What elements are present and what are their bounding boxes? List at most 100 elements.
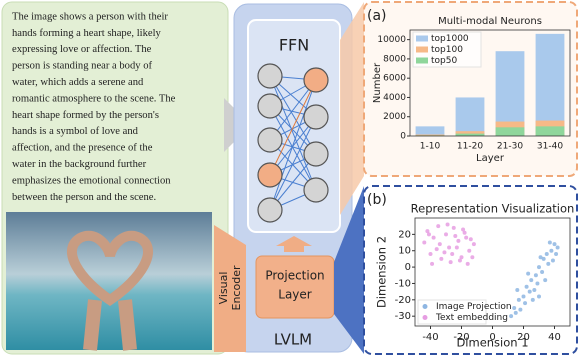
connector-b (334, 186, 364, 354)
y-tick-label: 8000 (383, 54, 406, 64)
point (541, 256, 546, 261)
description-line: affection, and the presence of the (12, 143, 153, 154)
point (509, 314, 514, 319)
heart-hands (67, 230, 153, 307)
y-tick-label: 10000 (377, 35, 406, 45)
point (431, 235, 436, 240)
point (535, 281, 540, 286)
neuron (257, 93, 283, 119)
point (538, 255, 543, 260)
ffn-label: FFN (279, 36, 309, 55)
point (426, 232, 431, 237)
x-tick-label: -20 (453, 332, 469, 343)
arms (83, 299, 137, 351)
point (448, 260, 453, 265)
legend-label: top50 (431, 56, 457, 66)
x-tick-label: 20 (517, 332, 530, 343)
point (543, 278, 548, 283)
neuron (257, 127, 283, 153)
network (257, 63, 329, 223)
panel-label: (b) (367, 192, 387, 208)
point (464, 235, 469, 240)
y-tick-label: 4000 (383, 93, 406, 103)
description-line: The image shows a person with their (12, 11, 168, 22)
point (529, 278, 534, 283)
neuron (303, 177, 329, 203)
point (512, 306, 517, 310)
point (552, 242, 557, 247)
edge (269, 105, 317, 191)
description-line: expressing love or affection. The (12, 44, 152, 55)
y-tick-label: 2000 (383, 112, 406, 122)
photo (6, 212, 212, 350)
panel-label: (a) (367, 8, 387, 24)
point (439, 256, 444, 261)
legend-swatch (416, 57, 428, 64)
neuron (303, 104, 329, 130)
bar (455, 97, 485, 136)
description-line: romantic atmosphere to the scene. The (12, 93, 176, 104)
x-tick-label: 1-10 (420, 142, 441, 152)
x-axis-label: Dimension 1 (456, 336, 528, 350)
point (555, 245, 560, 250)
edge (269, 116, 317, 211)
description-line: heart shape formed by the person's (12, 110, 159, 121)
point (521, 294, 526, 299)
point (461, 227, 466, 232)
visual-encoder-label: Visual (217, 272, 230, 305)
point (518, 307, 523, 312)
point (526, 271, 531, 276)
legend-swatch (422, 304, 428, 309)
point (468, 237, 473, 242)
bar (535, 126, 565, 136)
x-tick-label: 40 (548, 332, 561, 343)
bar (415, 134, 445, 136)
point (434, 247, 439, 252)
y-tick-label: 0 (400, 132, 406, 142)
description-line: water in the background further (12, 159, 147, 170)
point (549, 248, 554, 253)
description-line: between the person and the scene. (12, 192, 156, 203)
legend-label: top1000 (431, 34, 469, 44)
legend-label: top100 (431, 45, 463, 55)
point (537, 265, 541, 270)
bar (415, 126, 445, 136)
point (523, 301, 528, 306)
point (550, 258, 555, 263)
neuron (303, 67, 329, 93)
point (515, 288, 520, 292)
point (437, 242, 442, 247)
point (513, 310, 518, 315)
point (470, 255, 475, 260)
x-tick-label: 11-20 (457, 142, 483, 152)
point (532, 288, 537, 292)
y-tick-label: -20 (395, 295, 411, 306)
legend-swatch (416, 46, 428, 53)
y-axis-label: Dimension 2 (375, 236, 389, 308)
point (442, 250, 447, 255)
point (445, 222, 450, 227)
point (454, 245, 459, 250)
y-tick-label: -30 (395, 311, 411, 322)
bar (495, 127, 525, 136)
point (451, 225, 456, 230)
x-axis-label: Layer (476, 153, 505, 164)
edge (269, 79, 317, 141)
point (459, 255, 464, 260)
description: The image shows a person with their hands… (12, 11, 176, 202)
plot-frame (409, 29, 571, 137)
point (533, 273, 538, 278)
point (471, 242, 476, 247)
projection-label: Layer (278, 288, 312, 302)
neuron (257, 63, 283, 89)
point (524, 284, 529, 289)
point (540, 270, 545, 274)
edge (269, 75, 317, 191)
edge (269, 79, 317, 176)
point (530, 297, 535, 302)
up-arrow (276, 236, 312, 252)
legend-swatch (416, 35, 428, 42)
point (546, 261, 551, 266)
point (544, 252, 549, 256)
